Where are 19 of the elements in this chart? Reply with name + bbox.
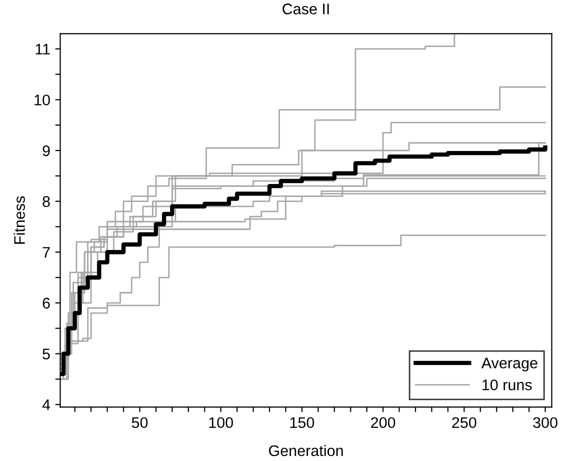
y-tick-label: 8	[42, 196, 50, 207]
chart-title: Case II	[282, 4, 329, 14]
x-tick-label: 200	[371, 417, 396, 428]
y-tick-label: 11	[36, 44, 50, 54]
y-tick-label: 6	[42, 298, 50, 309]
x-tick-label: 150	[290, 417, 314, 428]
legend-label: 10 runs	[482, 379, 532, 390]
y-tick-label: 5	[42, 348, 50, 360]
y-tick-label: 9	[42, 145, 50, 156]
x-tick-label: 300	[533, 417, 558, 428]
x-axis-title: Generation	[268, 444, 343, 456]
x-tick-label: 50	[132, 417, 148, 428]
x-tick-label: 100	[209, 417, 233, 428]
y-axis-title: Fitness	[14, 196, 25, 244]
y-tick-label: 10	[34, 94, 50, 106]
y-tick-label: 4	[42, 400, 50, 410]
y-tick-label: 7	[42, 247, 50, 258]
legend-label: Average	[481, 358, 538, 372]
x-tick-label: 250	[452, 417, 476, 428]
